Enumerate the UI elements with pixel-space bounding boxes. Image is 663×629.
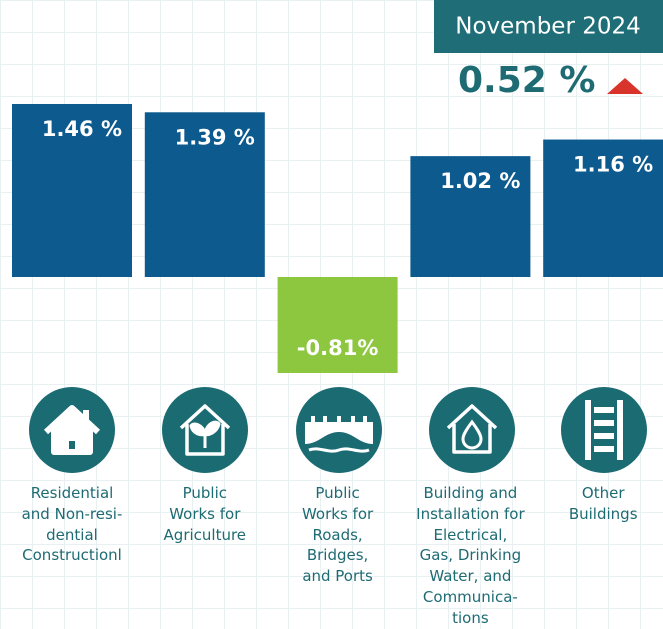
bar — [277, 277, 398, 373]
bar — [410, 156, 531, 277]
category-label: Other Buildings — [568, 484, 638, 523]
value-label: -0.81% — [297, 336, 379, 360]
icon-utilities — [429, 387, 515, 473]
headline: 0.52 % — [458, 60, 595, 101]
bar — [144, 112, 265, 277]
icon-agriculture — [162, 387, 248, 473]
icon-house — [29, 387, 115, 473]
period-box — [434, 0, 663, 53]
category-label: Residential and Non-resi- dential Constr… — [21, 484, 123, 565]
category-label: Public Works for Agriculture — [163, 484, 247, 544]
trend-arrow — [607, 78, 643, 94]
period: November 2024 — [455, 14, 641, 40]
category-label: Building and Installation for Electrical… — [416, 484, 525, 627]
value-label: 1.02 % — [440, 169, 520, 193]
value-label: 1.46 % — [42, 117, 122, 141]
icons — [29, 387, 647, 473]
bar — [543, 139, 663, 277]
value-label: 1.16 % — [573, 153, 653, 177]
value-label: 1.39 % — [175, 125, 255, 149]
icon-bridge — [296, 387, 382, 473]
icon-buildings — [561, 387, 647, 473]
category-label: Public Works for Roads, Bridges, and Por… — [301, 484, 374, 586]
bar — [12, 103, 132, 278]
